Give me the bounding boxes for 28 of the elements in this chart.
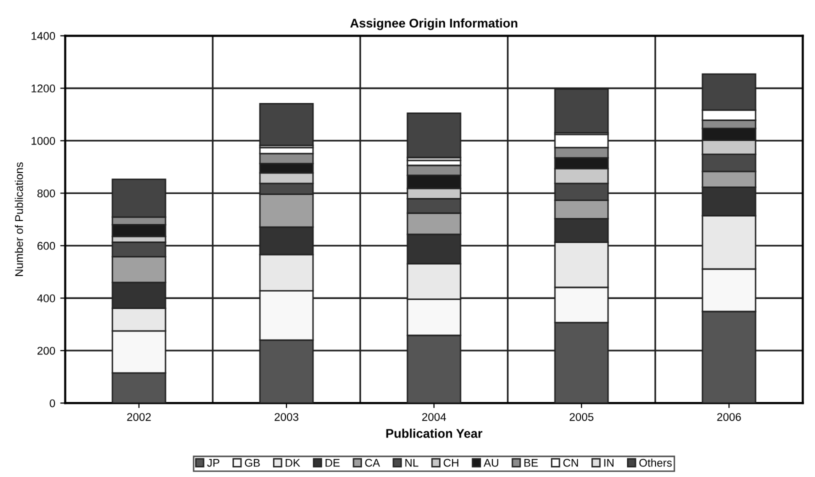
y-tick-label: 0 [50,399,56,408]
legend-label: CH [444,458,458,467]
y-tick-label: 1000 [32,136,56,145]
y-axis-title: Number of Publications [14,162,24,276]
y-tick-label: 400 [37,294,56,302]
legend-label: BE [524,459,538,467]
legend-label: GB [244,458,260,467]
x-tick-label: 2004 [422,413,446,421]
legend-label: JP [207,459,220,467]
chart-title: Assignee Origin Information [350,18,518,30]
y-tick-label: 1400 [32,32,56,40]
y-tick-label: 600 [38,242,56,250]
legend-label: IN [604,459,614,467]
y-tick-label: 1200 [32,84,56,92]
x-tick-label: 2006 [717,413,741,421]
x-tick-label: 2002 [127,413,151,421]
y-tick-label: 800 [37,189,56,198]
legend-label: AU [484,459,498,467]
legend-label: CA [365,458,380,467]
legend-label: DE [326,459,340,467]
legend-label: DK [286,459,300,467]
legend-label: CN [563,458,578,467]
x-axis-title: Publication Year [386,428,482,438]
y-tick-label: 200 [38,346,56,355]
x-tick-label: 2003 [274,413,298,421]
legend-label: Others [639,458,672,467]
legend-label: NL [405,459,418,467]
x-tick-label: 2005 [570,413,594,421]
